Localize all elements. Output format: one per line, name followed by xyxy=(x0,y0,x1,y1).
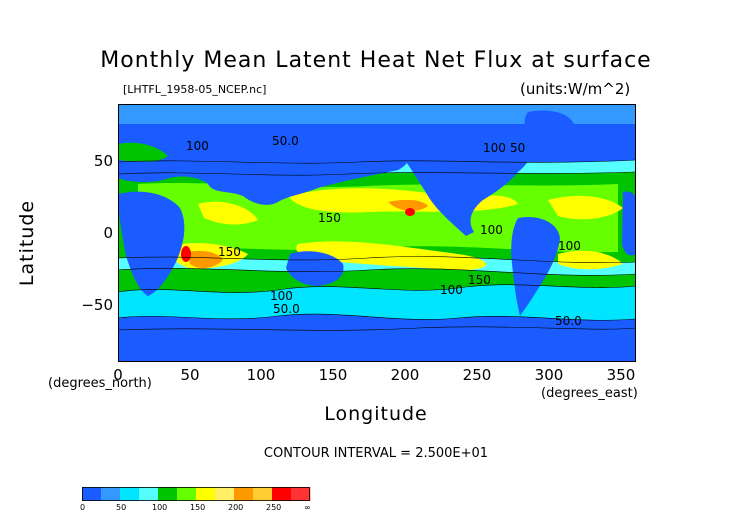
contour-label: 100 xyxy=(558,239,581,253)
land-europe-green xyxy=(118,142,168,162)
x-tick-label: 0 xyxy=(113,366,123,384)
land-africa xyxy=(118,191,185,296)
x-tick-label: 150 xyxy=(318,366,348,384)
band-south-orange-indian xyxy=(188,250,223,269)
contour-map: 100 50.0 100 50 150 100 100 150 100 150 … xyxy=(118,104,636,362)
legend-swatch xyxy=(82,487,102,501)
band-atlantic-yellow xyxy=(548,195,623,220)
legend-label: 150 xyxy=(190,503,206,512)
legend-swatch xyxy=(158,487,178,501)
y-tick-label: 50 xyxy=(93,152,113,170)
contour-label: 150 xyxy=(318,211,341,225)
legend-bar xyxy=(82,487,311,501)
legend-swatch xyxy=(139,487,159,501)
y-tick-label: 0 xyxy=(103,224,113,242)
max-red-north xyxy=(405,208,415,216)
legend-swatch xyxy=(177,487,197,501)
land-eurasia xyxy=(118,130,409,205)
legend-label: 0 xyxy=(80,503,86,512)
map-frame xyxy=(118,104,636,362)
max-red-arabian xyxy=(181,246,191,262)
legend-swatch xyxy=(215,487,235,501)
y-axis-note: (degrees_north) xyxy=(48,376,152,391)
legend-swatch xyxy=(253,487,273,501)
legend-swatch xyxy=(291,487,311,501)
x-axis-label: Longitude xyxy=(324,403,428,425)
plot-title: Monthly Mean Latent Heat Net Flux at sur… xyxy=(100,48,652,73)
x-axis-note: (degrees_east) xyxy=(541,386,638,401)
legend-label: 250 xyxy=(266,503,282,512)
band-south-yellow xyxy=(296,241,487,270)
contour-label: 50 xyxy=(510,141,525,155)
band-arabian-yellow xyxy=(198,201,258,225)
contour-label-group: 100 50.0 100 50 150 100 100 150 100 150 … xyxy=(186,134,582,328)
legend-swatch xyxy=(272,487,292,501)
legend-swatch xyxy=(196,487,216,501)
band-north-polar xyxy=(118,104,636,124)
x-tick-label: 50 xyxy=(180,366,200,384)
y-tick-label: −50 xyxy=(81,296,113,314)
legend-label: 200 xyxy=(228,503,244,512)
x-tick-label: 300 xyxy=(534,366,564,384)
units-label: (units:W/m^2) xyxy=(520,80,631,98)
contour-label: 150 xyxy=(218,245,241,259)
legend-swatch xyxy=(120,487,140,501)
legend-swatch xyxy=(234,487,254,501)
land-north-america xyxy=(398,125,532,236)
contour-label: 100 xyxy=(480,223,503,237)
band-north-orange xyxy=(388,199,428,211)
contour-interval-text: CONTOUR INTERVAL = 2.500E+01 xyxy=(263,446,489,461)
contour-label: 50.0 xyxy=(273,302,300,316)
contour-label: 100 xyxy=(440,283,463,297)
legend-label: ∞ xyxy=(304,503,311,512)
x-tick-label: 100 xyxy=(246,366,276,384)
file-label: [LHTFL_1958-05_NCEP.nc] xyxy=(123,83,267,96)
x-tick-label: 250 xyxy=(462,366,492,384)
contour-label: 50.0 xyxy=(272,134,299,148)
contour-label: 100 xyxy=(186,139,209,153)
band-south-atlantic-yellow xyxy=(558,250,623,270)
contour-label: 50.0 xyxy=(555,314,582,328)
land-greenland xyxy=(524,110,574,141)
x-tick-label: 200 xyxy=(390,366,420,384)
legend-label: 50 xyxy=(116,503,127,512)
contour-label: 100 xyxy=(483,141,506,155)
land-antarctica xyxy=(118,332,636,362)
land-africa-east xyxy=(622,191,636,256)
x-tick-label: 350 xyxy=(606,366,636,384)
contour-lines xyxy=(118,159,636,331)
color-legend: 0 50 100 150 200 250 ∞ xyxy=(80,487,314,512)
y-axis-label: Latitude xyxy=(16,199,38,287)
legend-label: 100 xyxy=(152,503,168,512)
legend-swatch xyxy=(101,487,121,501)
contour-label: 100 xyxy=(270,289,293,303)
land-south-america xyxy=(511,216,560,316)
contour-label: 150 xyxy=(468,273,491,287)
